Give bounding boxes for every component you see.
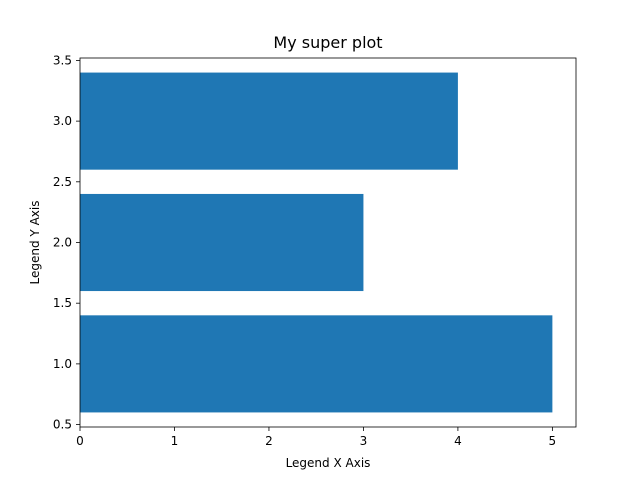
- y-tick-label: 0.5: [53, 418, 72, 432]
- x-axis-ticks: 0 1 2 3 4 5: [76, 427, 556, 448]
- y-tick-label: 2.0: [53, 236, 72, 250]
- y-tick-label: 2.5: [53, 175, 72, 189]
- x-tick-label: 0: [76, 434, 84, 448]
- x-tick-label: 5: [549, 434, 557, 448]
- x-tick-label: 4: [454, 434, 462, 448]
- y-axis-label: Legend Y Axis: [28, 201, 42, 285]
- x-axis-label: Legend X Axis: [286, 456, 371, 470]
- x-tick-label: 3: [360, 434, 368, 448]
- bar-3: [80, 72, 458, 170]
- x-tick-label: 2: [265, 434, 273, 448]
- y-tick-label: 3.0: [53, 114, 72, 128]
- y-tick-label: 3.5: [53, 53, 72, 67]
- y-tick-label: 1.5: [53, 296, 72, 310]
- bar-2: [80, 193, 364, 292]
- chart-title: My super plot: [273, 33, 382, 52]
- bar-1: [80, 315, 553, 413]
- y-axis-ticks: 0.5 1.0 1.5 2.0 2.5 3.0 3.5: [53, 53, 80, 432]
- y-tick-label: 1.0: [53, 357, 72, 371]
- x-tick-label: 1: [171, 434, 179, 448]
- bars: [80, 72, 553, 413]
